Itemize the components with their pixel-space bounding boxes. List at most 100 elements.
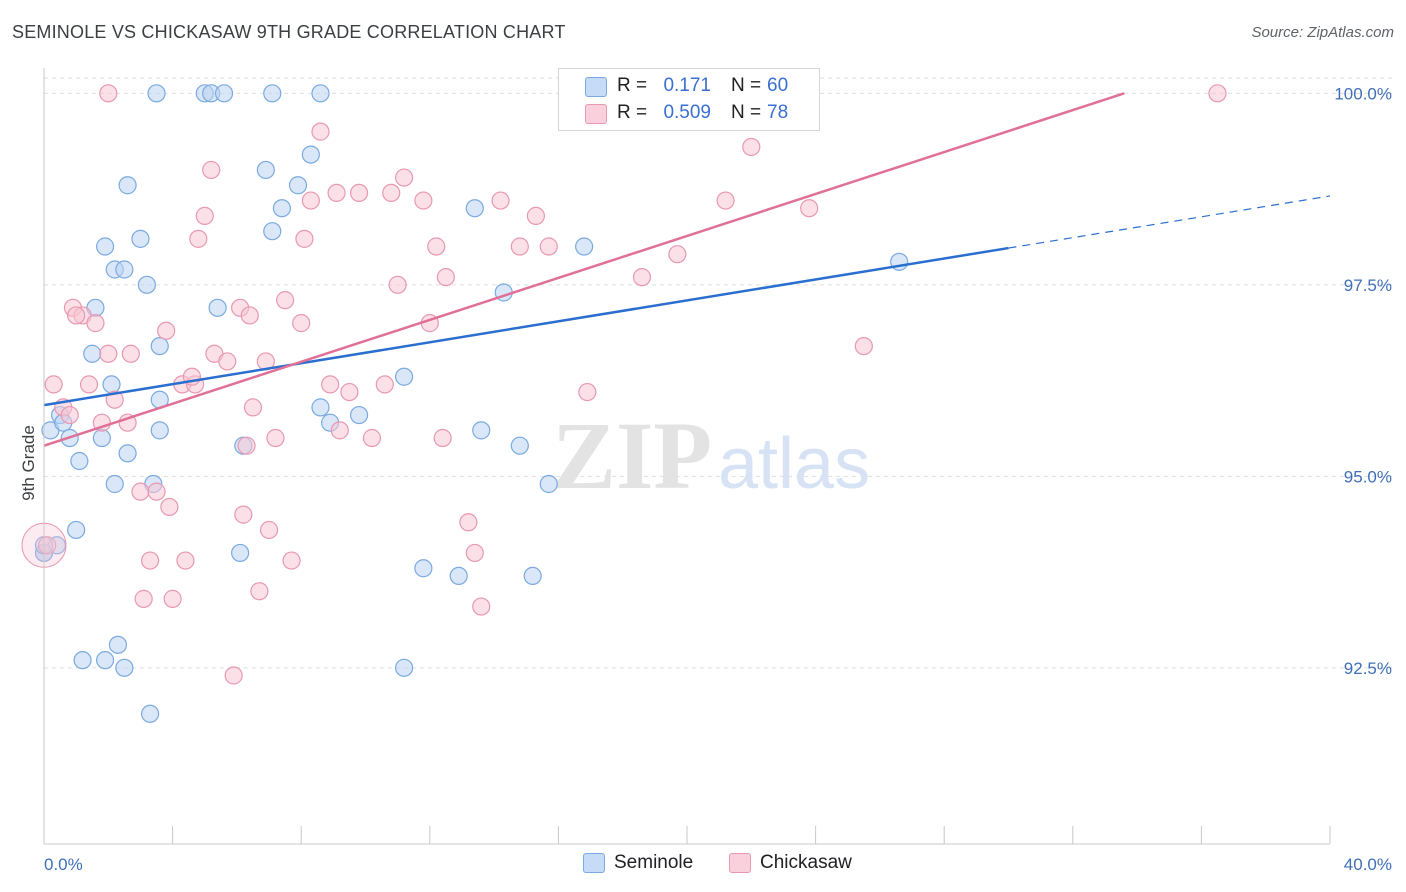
- chickasaw-point: [465, 543, 484, 563]
- seminole-legend-swatch: [583, 853, 605, 873]
- chickasaw-point: [243, 398, 263, 417]
- seminole-point: [465, 199, 484, 218]
- seminole-point: [150, 421, 169, 440]
- x-tick-label: 40.0%: [1344, 855, 1392, 874]
- legend-row-seminole: R = 0.171 N = 60: [559, 75, 819, 101]
- seminole-point: [575, 237, 594, 256]
- chickasaw-point: [295, 229, 314, 248]
- watermark-zip: ZIP: [552, 402, 712, 509]
- legend-r-value: 0.509: [663, 102, 711, 123]
- chickasaw-point: [38, 536, 57, 555]
- chickasaw-legend-label: Chickasaw: [760, 852, 852, 873]
- watermark: ZIP atlas: [552, 402, 870, 509]
- chickasaw-point: [240, 306, 259, 325]
- seminole-point: [147, 84, 166, 103]
- trend-layer: [43, 92, 1331, 447]
- seminole-point: [414, 559, 433, 578]
- chickasaw-point: [259, 520, 279, 540]
- chickasaw-point: [140, 551, 160, 570]
- chickasaw-point: [388, 275, 407, 294]
- legend-n-label: N =: [731, 75, 762, 96]
- chickasaw-point: [301, 191, 320, 210]
- chickasaw-point: [99, 84, 118, 103]
- seminole-point: [449, 566, 468, 586]
- seminole-point: [231, 543, 250, 563]
- chickasaw-point: [414, 191, 433, 210]
- chickasaw-point: [427, 237, 446, 256]
- chickasaw-point: [266, 428, 285, 448]
- seminole-point: [301, 145, 320, 164]
- chickasaw-point: [60, 405, 79, 425]
- chickasaw-point: [157, 321, 176, 340]
- chickasaw-point: [433, 428, 452, 448]
- y-tick-label: 92.5%: [1344, 659, 1392, 678]
- seminole-point: [95, 237, 115, 256]
- seminole-point: [263, 222, 282, 241]
- chickasaw-point: [472, 597, 491, 616]
- chickasaw-legend-swatch: [729, 853, 751, 873]
- chickasaw-point: [160, 497, 179, 517]
- seminole-point: [105, 474, 124, 494]
- chickasaw-point: [382, 183, 401, 202]
- seminole-point: [83, 344, 102, 363]
- chickasaw-point: [237, 436, 256, 455]
- seminole-point: [118, 444, 137, 463]
- chickasaw-point: [189, 229, 208, 248]
- chickasaw-point: [375, 375, 394, 394]
- chickasaw-point: [202, 160, 221, 180]
- seminole-point: [73, 651, 92, 670]
- legend-n-value: 78: [767, 102, 789, 123]
- seminole-point: [214, 84, 234, 103]
- chickasaw-point: [510, 237, 529, 256]
- seminole-point: [67, 520, 86, 540]
- seminole-point: [523, 566, 542, 586]
- axis-layer: 92.5% 95.0% 97.5% 100.0% 0.0% 40.0%: [43, 68, 1392, 874]
- seminole-point: [115, 658, 134, 677]
- chickasaw-point: [79, 375, 99, 394]
- chickasaw-point: [668, 245, 687, 264]
- chickasaw-point: [282, 551, 301, 570]
- chickasaw-point: [134, 589, 153, 608]
- chickasaw-point: [292, 314, 311, 333]
- chickasaw-point: [632, 268, 652, 287]
- chickasaw-point: [539, 237, 558, 256]
- chickasaw-point: [118, 413, 137, 432]
- chickasaw-point: [742, 137, 761, 157]
- legend-r-label: R =: [617, 75, 648, 96]
- chickasaw-trend-line: [43, 92, 1125, 447]
- chickasaw-point: [716, 191, 735, 210]
- chickasaw-point: [67, 306, 86, 325]
- seminole-point: [115, 260, 134, 279]
- correlation-legend: R = 0.171 N = 60 R = 0.509 N = 78: [558, 68, 820, 131]
- seminole-point: [92, 428, 111, 448]
- seminole-point: [131, 229, 150, 248]
- seminole-point: [539, 474, 558, 494]
- chickasaw-point: [349, 183, 369, 202]
- chickasaw-point: [195, 206, 214, 225]
- chickasaw-point: [340, 382, 359, 402]
- seminole-point: [256, 160, 275, 180]
- seminole-point: [102, 375, 121, 394]
- chickasaw-point: [131, 482, 150, 501]
- chickasaw-swatch: [585, 104, 607, 124]
- seminole-point: [472, 421, 491, 440]
- legend-r-label: R =: [617, 102, 648, 123]
- seminole-point: [140, 704, 160, 723]
- legend-n-value: 60: [767, 75, 789, 96]
- legend-r-value: 0.171: [663, 75, 711, 96]
- chickasaw-point: [330, 421, 349, 440]
- chickasaw-point: [250, 582, 269, 601]
- chickasaw-point: [121, 344, 140, 363]
- chickasaw-point: [436, 268, 455, 287]
- chickasaw-point: [224, 666, 243, 685]
- legend-n-label: N =: [731, 102, 762, 123]
- seminole-swatch: [585, 77, 607, 97]
- y-axis-label: 9th Grade: [19, 425, 38, 501]
- y-tick-label: 97.5%: [1344, 276, 1392, 295]
- chickasaw-point: [491, 191, 510, 210]
- chickasaw-point: [362, 428, 382, 448]
- chickasaw-point: [854, 337, 873, 356]
- seminole-point: [394, 367, 414, 386]
- chickasaw-point: [234, 505, 253, 524]
